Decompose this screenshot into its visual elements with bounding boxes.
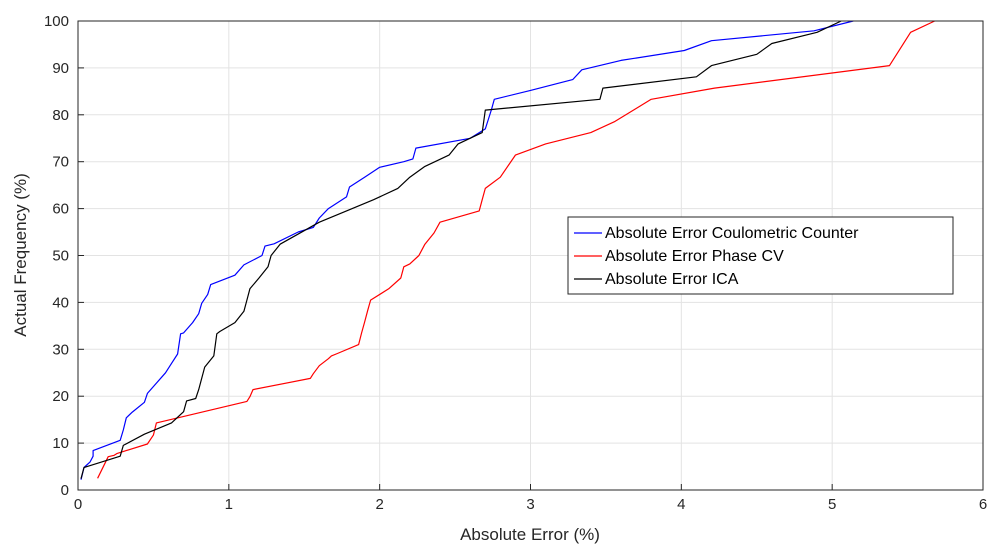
legend-box (567, 216, 954, 295)
y-tick-label: 100 (44, 13, 69, 30)
legend-label-3: Absolute Error ICA (605, 271, 739, 288)
y-tick-label: 40 (52, 294, 69, 311)
x-tick-label: 2 (375, 496, 383, 513)
y-tick-label: 80 (52, 107, 69, 124)
y-axis-label: Actual Frequency (%) (11, 173, 30, 336)
y-tick-label: 50 (52, 248, 69, 265)
x-tick-label: 5 (828, 496, 836, 513)
series-line-1 (80, 20, 854, 480)
legend-label-2: Absolute Error Phase CV (605, 248, 784, 265)
legend: Absolute Error Coulometric Counter Absolu… (567, 216, 954, 295)
y-tick-label: 20 (52, 388, 69, 405)
x-tick-label: 6 (979, 496, 987, 513)
x-tick-label: 0 (74, 496, 82, 513)
series-lines (80, 20, 935, 480)
y-tick-label: 10 (52, 435, 69, 452)
x-axis-label: Absolute Error (%) (460, 525, 600, 544)
legend-label-1: Absolute Error Coulometric Counter (605, 225, 859, 242)
y-tick-label: 70 (52, 154, 69, 171)
x-tick-label: 4 (677, 496, 685, 513)
x-tick-label: 3 (526, 496, 534, 513)
series-line-2 (97, 20, 935, 479)
x-tick-label: 1 (225, 496, 233, 513)
y-tick-label: 90 (52, 60, 69, 77)
y-tick-label: 0 (61, 482, 69, 499)
y-tick-label: 30 (52, 341, 69, 358)
y-tick-label: 60 (52, 201, 69, 218)
series-line-3 (80, 20, 842, 479)
